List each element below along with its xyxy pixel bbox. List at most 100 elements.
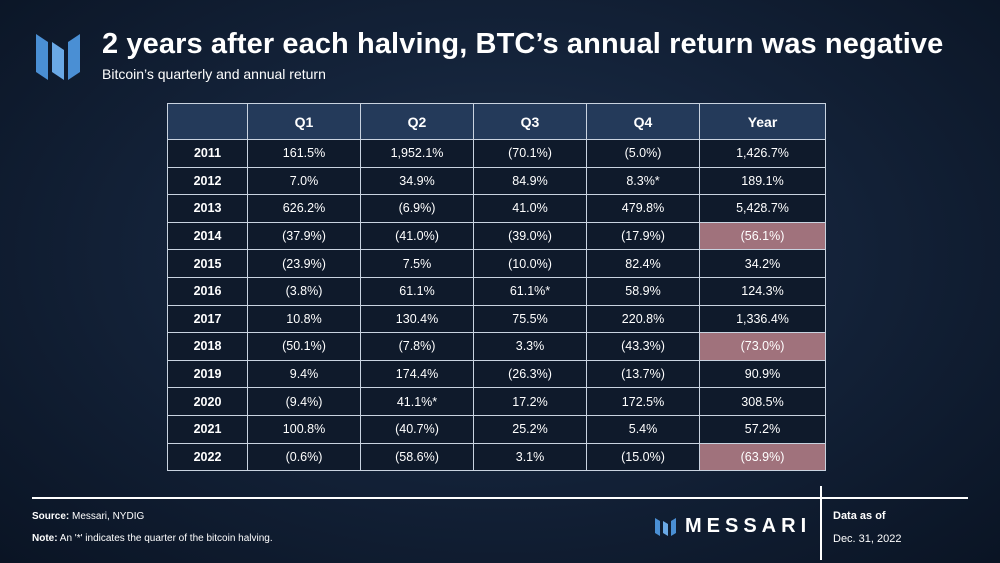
q3-return-cell: 25.2% — [473, 414, 587, 444]
q2-return-cell: 1,952.1% — [360, 139, 474, 168]
note-label: Note: — [32, 533, 58, 544]
table-row: 2018 (50.1%) (7.8%) 3.3% (43.3%) (73.0%) — [167, 332, 826, 361]
year-cell: 2019 — [167, 359, 248, 389]
year-cell: 2016 — [167, 276, 248, 306]
header-cell-q2: Q2 — [360, 103, 474, 140]
q2-return-cell: (7.8%) — [360, 332, 474, 361]
annual-return-cell: 124.3% — [699, 276, 826, 306]
q3-return-cell: 61.1%* — [473, 276, 587, 306]
q2-return-cell: (58.6%) — [360, 442, 474, 472]
q4-return-cell: (43.3%) — [586, 332, 700, 361]
annual-return-cell: 90.9% — [699, 359, 826, 389]
q1-return-cell: 161.5% — [247, 139, 361, 168]
header-cell-q1: Q1 — [247, 103, 361, 140]
q4-return-cell: 5.4% — [586, 414, 700, 444]
year-cell: 2017 — [167, 304, 248, 334]
q4-return-cell: (17.9%) — [586, 221, 700, 251]
q3-return-cell: (39.0%) — [473, 221, 587, 251]
table-row: 2011 161.5% 1,952.1% (70.1%) (5.0%) 1,426.7% — [167, 139, 826, 168]
q4-return-cell: 220.8% — [586, 304, 700, 334]
table-row: 2014 (37.9%) (41.0%) (39.0%) (17.9%) (56.1%) — [167, 221, 826, 251]
year-cell: 2012 — [167, 166, 248, 196]
q3-return-cell: (26.3%) — [473, 359, 587, 389]
q1-return-cell: 9.4% — [247, 359, 361, 389]
source-label: Source: — [32, 511, 70, 522]
annual-return-cell: 57.2% — [699, 414, 826, 444]
table-row: 2013 626.2% (6.9%) 41.0% 479.8% 5,428.7% — [167, 194, 826, 223]
table-header-row: Q1 Q2 Q3 Q4 Year — [167, 103, 826, 140]
q4-return-cell: (15.0%) — [586, 442, 700, 472]
q2-return-cell: (40.7%) — [360, 414, 474, 444]
halving-note: Note: An '*' indicates the quarter of th… — [32, 533, 273, 544]
q1-return-cell: (50.1%) — [247, 332, 361, 361]
q1-return-cell: (9.4%) — [247, 387, 361, 416]
year-cell: 2022 — [167, 442, 248, 472]
q3-return-cell: 41.0% — [473, 194, 587, 223]
messari-brand: MESSARI — [655, 515, 811, 538]
messari-brand-icon — [655, 517, 676, 536]
q4-return-cell: 8.3%* — [586, 166, 700, 196]
year-cell: 2011 — [167, 139, 248, 168]
annual-return-cell: (56.1%) — [699, 221, 826, 251]
page-title: 2 years after each halving, BTC’s annual… — [102, 28, 944, 60]
q2-return-cell: 41.1%* — [360, 387, 474, 416]
q4-return-cell: 58.9% — [586, 276, 700, 306]
q2-return-cell: 7.5% — [360, 249, 474, 278]
q3-return-cell: 75.5% — [473, 304, 587, 334]
year-cell: 2021 — [167, 414, 248, 444]
footer-divider — [32, 497, 968, 499]
q3-return-cell: 17.2% — [473, 387, 587, 416]
source-note: Source: Messari, NYDIG — [32, 511, 144, 522]
table-row: 2021 100.8% (40.7%) 25.2% 5.4% 57.2% — [167, 414, 826, 444]
header-cell-q3: Q3 — [473, 103, 587, 140]
q2-return-cell: (41.0%) — [360, 221, 474, 251]
table-row: 2022 (0.6%) (58.6%) 3.1% (15.0%) (63.9%) — [167, 442, 826, 472]
data-as-of-date: Dec. 31, 2022 — [833, 533, 902, 545]
annual-return-cell: (63.9%) — [699, 442, 826, 472]
annual-return-cell: 34.2% — [699, 249, 826, 278]
brand-name: MESSARI — [685, 515, 812, 537]
q2-return-cell: 174.4% — [360, 359, 474, 389]
q2-return-cell: 130.4% — [360, 304, 474, 334]
annual-return-cell: 1,336.4% — [699, 304, 826, 334]
table-row: 2017 10.8% 130.4% 75.5% 220.8% 1,336.4% — [167, 304, 826, 334]
data-as-of-label: Data as of — [833, 510, 886, 522]
q4-return-cell: 82.4% — [586, 249, 700, 278]
footer-vertical-divider — [820, 486, 822, 560]
annual-return-cell: (73.0%) — [699, 332, 826, 361]
page-subtitle: Bitcoin’s quarterly and annual return — [102, 66, 326, 82]
q4-return-cell: (5.0%) — [586, 139, 700, 168]
q1-return-cell: (23.9%) — [247, 249, 361, 278]
header-cell-q4: Q4 — [586, 103, 700, 140]
q1-return-cell: 100.8% — [247, 414, 361, 444]
annual-return-cell: 1,426.7% — [699, 139, 826, 168]
header-cell-blank — [167, 103, 248, 140]
table-row: 2020 (9.4%) 41.1%* 17.2% 172.5% 308.5% — [167, 387, 826, 416]
q1-return-cell: 7.0% — [247, 166, 361, 196]
year-cell: 2014 — [167, 221, 248, 251]
q1-return-cell: 10.8% — [247, 304, 361, 334]
returns-table: Q1 Q2 Q3 Q4 Year 2011 161.5% 1,952.1% (70.1… — [167, 103, 826, 472]
annual-return-cell: 5,428.7% — [699, 194, 826, 223]
q1-return-cell: (37.9%) — [247, 221, 361, 251]
q3-return-cell: 3.1% — [473, 442, 587, 472]
annual-return-cell: 308.5% — [699, 387, 826, 416]
q4-return-cell: (13.7%) — [586, 359, 700, 389]
q4-return-cell: 479.8% — [586, 194, 700, 223]
q3-return-cell: (10.0%) — [473, 249, 587, 278]
q2-return-cell: 61.1% — [360, 276, 474, 306]
q2-return-cell: (6.9%) — [360, 194, 474, 223]
annual-return-cell: 189.1% — [699, 166, 826, 196]
table-row: 2012 7.0% 34.9% 84.9% 8.3%* 189.1% — [167, 166, 826, 196]
note-text: An '*' indicates the quarter of the bitc… — [59, 533, 273, 544]
source-text: Messari, NYDIG — [72, 511, 145, 522]
q4-return-cell: 172.5% — [586, 387, 700, 416]
table-row: 2015 (23.9%) 7.5% (10.0%) 82.4% 34.2% — [167, 249, 826, 278]
year-cell: 2018 — [167, 332, 248, 361]
q2-return-cell: 34.9% — [360, 166, 474, 196]
year-cell: 2013 — [167, 194, 248, 223]
q3-return-cell: (70.1%) — [473, 139, 587, 168]
q3-return-cell: 84.9% — [473, 166, 587, 196]
table-row: 2016 (3.8%) 61.1% 61.1%* 58.9% 124.3% — [167, 276, 826, 306]
messari-logo-icon — [36, 34, 80, 80]
